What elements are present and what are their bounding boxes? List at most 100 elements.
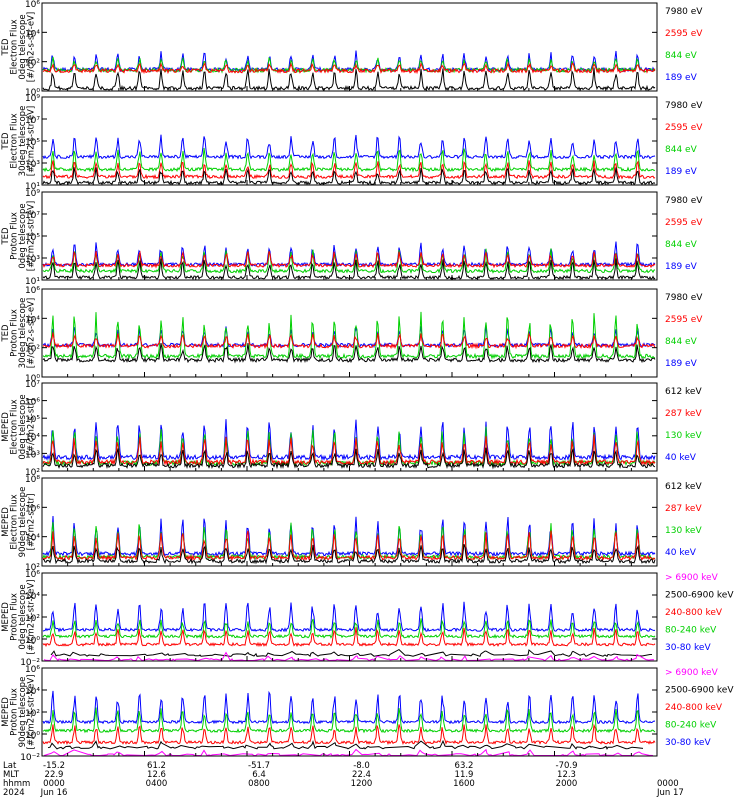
y-axis-label: 90deg telescope [18, 677, 28, 748]
legend-entry: 189 eV [665, 167, 698, 177]
y-tick-label: 10³ [25, 255, 40, 265]
legend-entry: 2500-6900 keV [665, 591, 734, 601]
legend-entry: 844 eV [665, 51, 698, 61]
y-tick-label: 10⁸ [25, 475, 40, 485]
legend-entry: 240-800 keV [665, 703, 723, 713]
panel-frame [41, 2, 658, 92]
series-trace-2595-ev [42, 61, 656, 75]
y-tick-label: 10² [25, 709, 40, 719]
y-tick-label: 10⁰ [25, 88, 40, 98]
panel-frame [41, 96, 658, 186]
series-trace-844-ev [42, 248, 656, 274]
legend-entry: 2595 eV [665, 315, 703, 325]
y-tick-label: 10⁴ [25, 29, 40, 39]
y-axis-label: 90deg telescope [18, 487, 28, 558]
y-tick-label: 10⁷ [25, 211, 40, 221]
x-axis-row-label: Lat [3, 761, 17, 771]
y-axis-label: MEPED [1, 697, 11, 727]
series-trace-189-ev [42, 134, 656, 160]
y-tick-label: 10¹ [25, 277, 40, 287]
legend-entry: 80-240 keV [665, 721, 717, 731]
x-axis-tick-label: 0400 [146, 779, 168, 789]
y-tick-label: 10⁶ [25, 504, 40, 514]
x-axis-tick-label: -70.9 [556, 761, 578, 771]
y-axis-label: 0deg telescope [18, 14, 28, 79]
y-tick-label: 10⁴ [25, 687, 40, 697]
legend-entry: 240-800 keV [665, 608, 723, 618]
y-axis-label: [#/cm2-s-str-eV] [27, 12, 37, 82]
y-axis-label: [#/cm2-s-str] [27, 494, 37, 551]
legend-entry: 844 eV [665, 145, 698, 155]
x-axis-tick-label: 11.9 [455, 770, 474, 780]
series-trace-2500-6900-kev [50, 648, 652, 658]
series-trace-189-ev [42, 241, 656, 268]
y-tick-label: 10⁰ [25, 731, 40, 741]
x-axis-tick-label: 0000 [657, 779, 679, 789]
y-tick-label: 10⁹ [25, 94, 40, 104]
legend-entry: 844 eV [665, 240, 698, 250]
x-axis-tick-label: 61.2 [147, 761, 166, 771]
series-trace-189-ev [42, 324, 656, 349]
y-axis-label: Electron Flux [10, 113, 20, 168]
series-trace--6900-kev [43, 748, 654, 757]
y-tick-label: 10⁴ [25, 534, 40, 544]
legend-entry: 130 keV [665, 526, 702, 536]
legend-entry: 844 eV [665, 337, 698, 347]
x-axis-tick-label: 1600 [453, 779, 475, 789]
y-tick-label: 10³ [25, 450, 40, 460]
y-tick-label: 10⁶ [25, 398, 40, 408]
legend-entry: 30-80 keV [665, 643, 711, 653]
y-axis-label: [#/cm2-s-str-keV] [27, 580, 37, 655]
legend-entry: 7980 eV [665, 101, 703, 111]
y-axis-label: [#/cm2-s-str-eV] [27, 298, 37, 368]
y-tick-label: 10² [25, 345, 40, 355]
y-tick-label: 10⁷ [25, 380, 40, 390]
y-tick-label: 10⁴ [25, 592, 40, 602]
x-axis-tick-label: Jun 17 [656, 788, 684, 798]
y-tick-label: 10² [25, 59, 40, 69]
series-trace-240-800-kev [42, 627, 656, 648]
series-trace-2500-6900-kev [47, 739, 644, 750]
x-axis-tick-label: Jun 16 [40, 788, 68, 798]
series-trace-40-kev [42, 515, 656, 558]
legend-entry: 40 keV [665, 548, 697, 558]
legend-entry: 287 keV [665, 409, 702, 419]
panel-frame [41, 572, 658, 662]
x-axis-tick-label: -51.7 [248, 761, 270, 771]
y-axis-label: Proton Flux [10, 688, 20, 736]
legend-entry: 189 eV [665, 262, 698, 272]
y-tick-label: 10⁰ [25, 374, 40, 384]
legend-entry: 7980 eV [665, 7, 703, 17]
x-axis-tick-label: 0000 [43, 779, 65, 789]
y-axis-label: TED [1, 227, 11, 246]
y-axis-label: Proton Flux [10, 593, 20, 641]
series-trace-80-240-kev [42, 707, 656, 734]
legend-entry: 2595 eV [665, 29, 703, 39]
legend-entry: 2595 eV [665, 123, 703, 133]
x-axis-tick-label: 12.6 [147, 770, 166, 780]
x-axis-tick-label: 22.9 [45, 770, 64, 780]
series-trace-80-240-kev [42, 618, 656, 640]
panel-frame [41, 288, 658, 378]
y-tick-label: 10⁶ [25, 286, 40, 296]
series-trace-2595-ev [42, 160, 656, 180]
y-tick-label: 10⁶ [25, 665, 40, 675]
x-axis-row-label: hhmm [3, 779, 30, 789]
y-axis-label: [#/cm2-s-str] [27, 399, 37, 456]
series-trace-844-ev [42, 147, 656, 173]
legend-entry: 612 keV [665, 387, 702, 397]
y-axis-label: Electron Flux [10, 19, 20, 74]
legend-entry: 7980 eV [665, 293, 703, 303]
x-axis-tick-label: 1200 [351, 779, 373, 789]
series-trace-287-kev [42, 530, 656, 562]
x-axis-tick-label: 63.2 [455, 761, 474, 771]
y-tick-label: 10⁶ [25, 0, 40, 10]
